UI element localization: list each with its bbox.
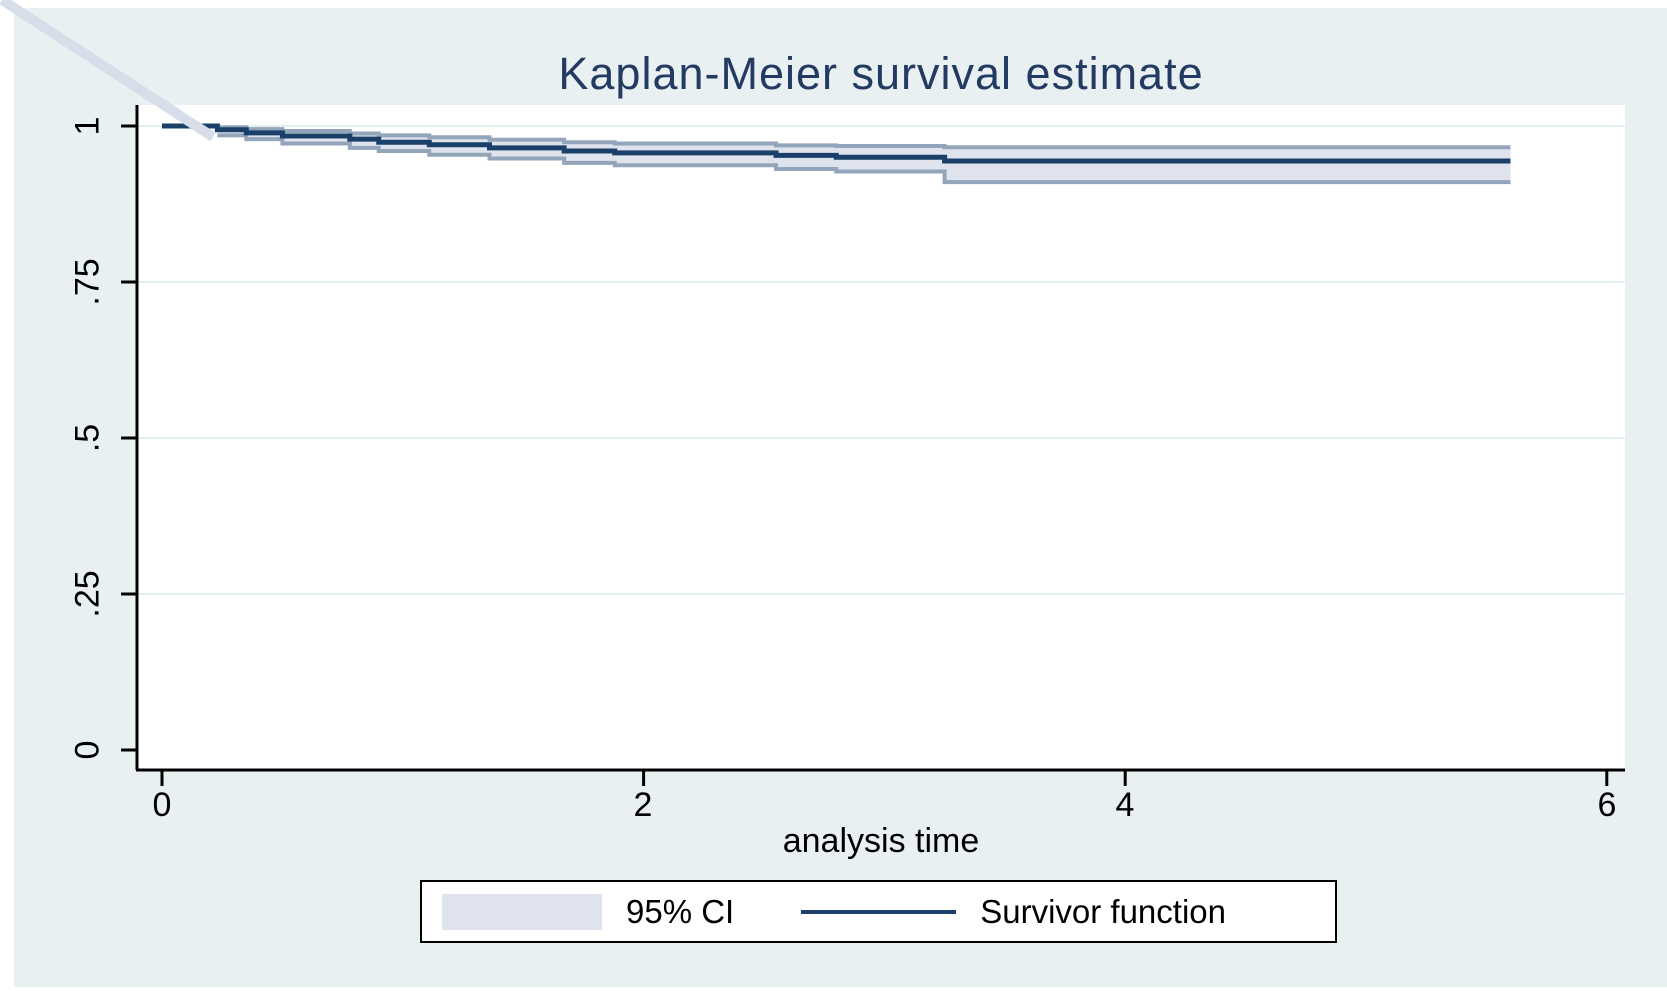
legend-line-swatch xyxy=(801,909,957,914)
x-axis-label: analysis time xyxy=(782,822,980,860)
x-tick-label: 4 xyxy=(1115,786,1135,824)
x-tick-label: 0 xyxy=(152,786,172,824)
band-artifact-line xyxy=(0,0,216,142)
y-tick-label: .75 xyxy=(68,258,107,306)
ci-lower-edge xyxy=(217,133,1511,185)
legend-ci-swatch xyxy=(442,893,602,930)
chart-title: Kaplan-Meier survival estimate xyxy=(558,48,1204,99)
legend-ci-label: 95% CI xyxy=(626,892,735,930)
y-tick-label: 0 xyxy=(68,740,107,760)
y-tick-label: .5 xyxy=(68,423,107,453)
legend: 95% CI Survivor function xyxy=(420,880,1337,943)
y-tick-label: 1 xyxy=(68,116,107,136)
x-tick-label: 6 xyxy=(1597,786,1617,824)
survivor-line xyxy=(162,123,1511,164)
legend-line-label: Survivor function xyxy=(980,892,1226,930)
y-tick-label: .25 xyxy=(68,570,107,618)
x-tick-label: 2 xyxy=(633,786,653,824)
